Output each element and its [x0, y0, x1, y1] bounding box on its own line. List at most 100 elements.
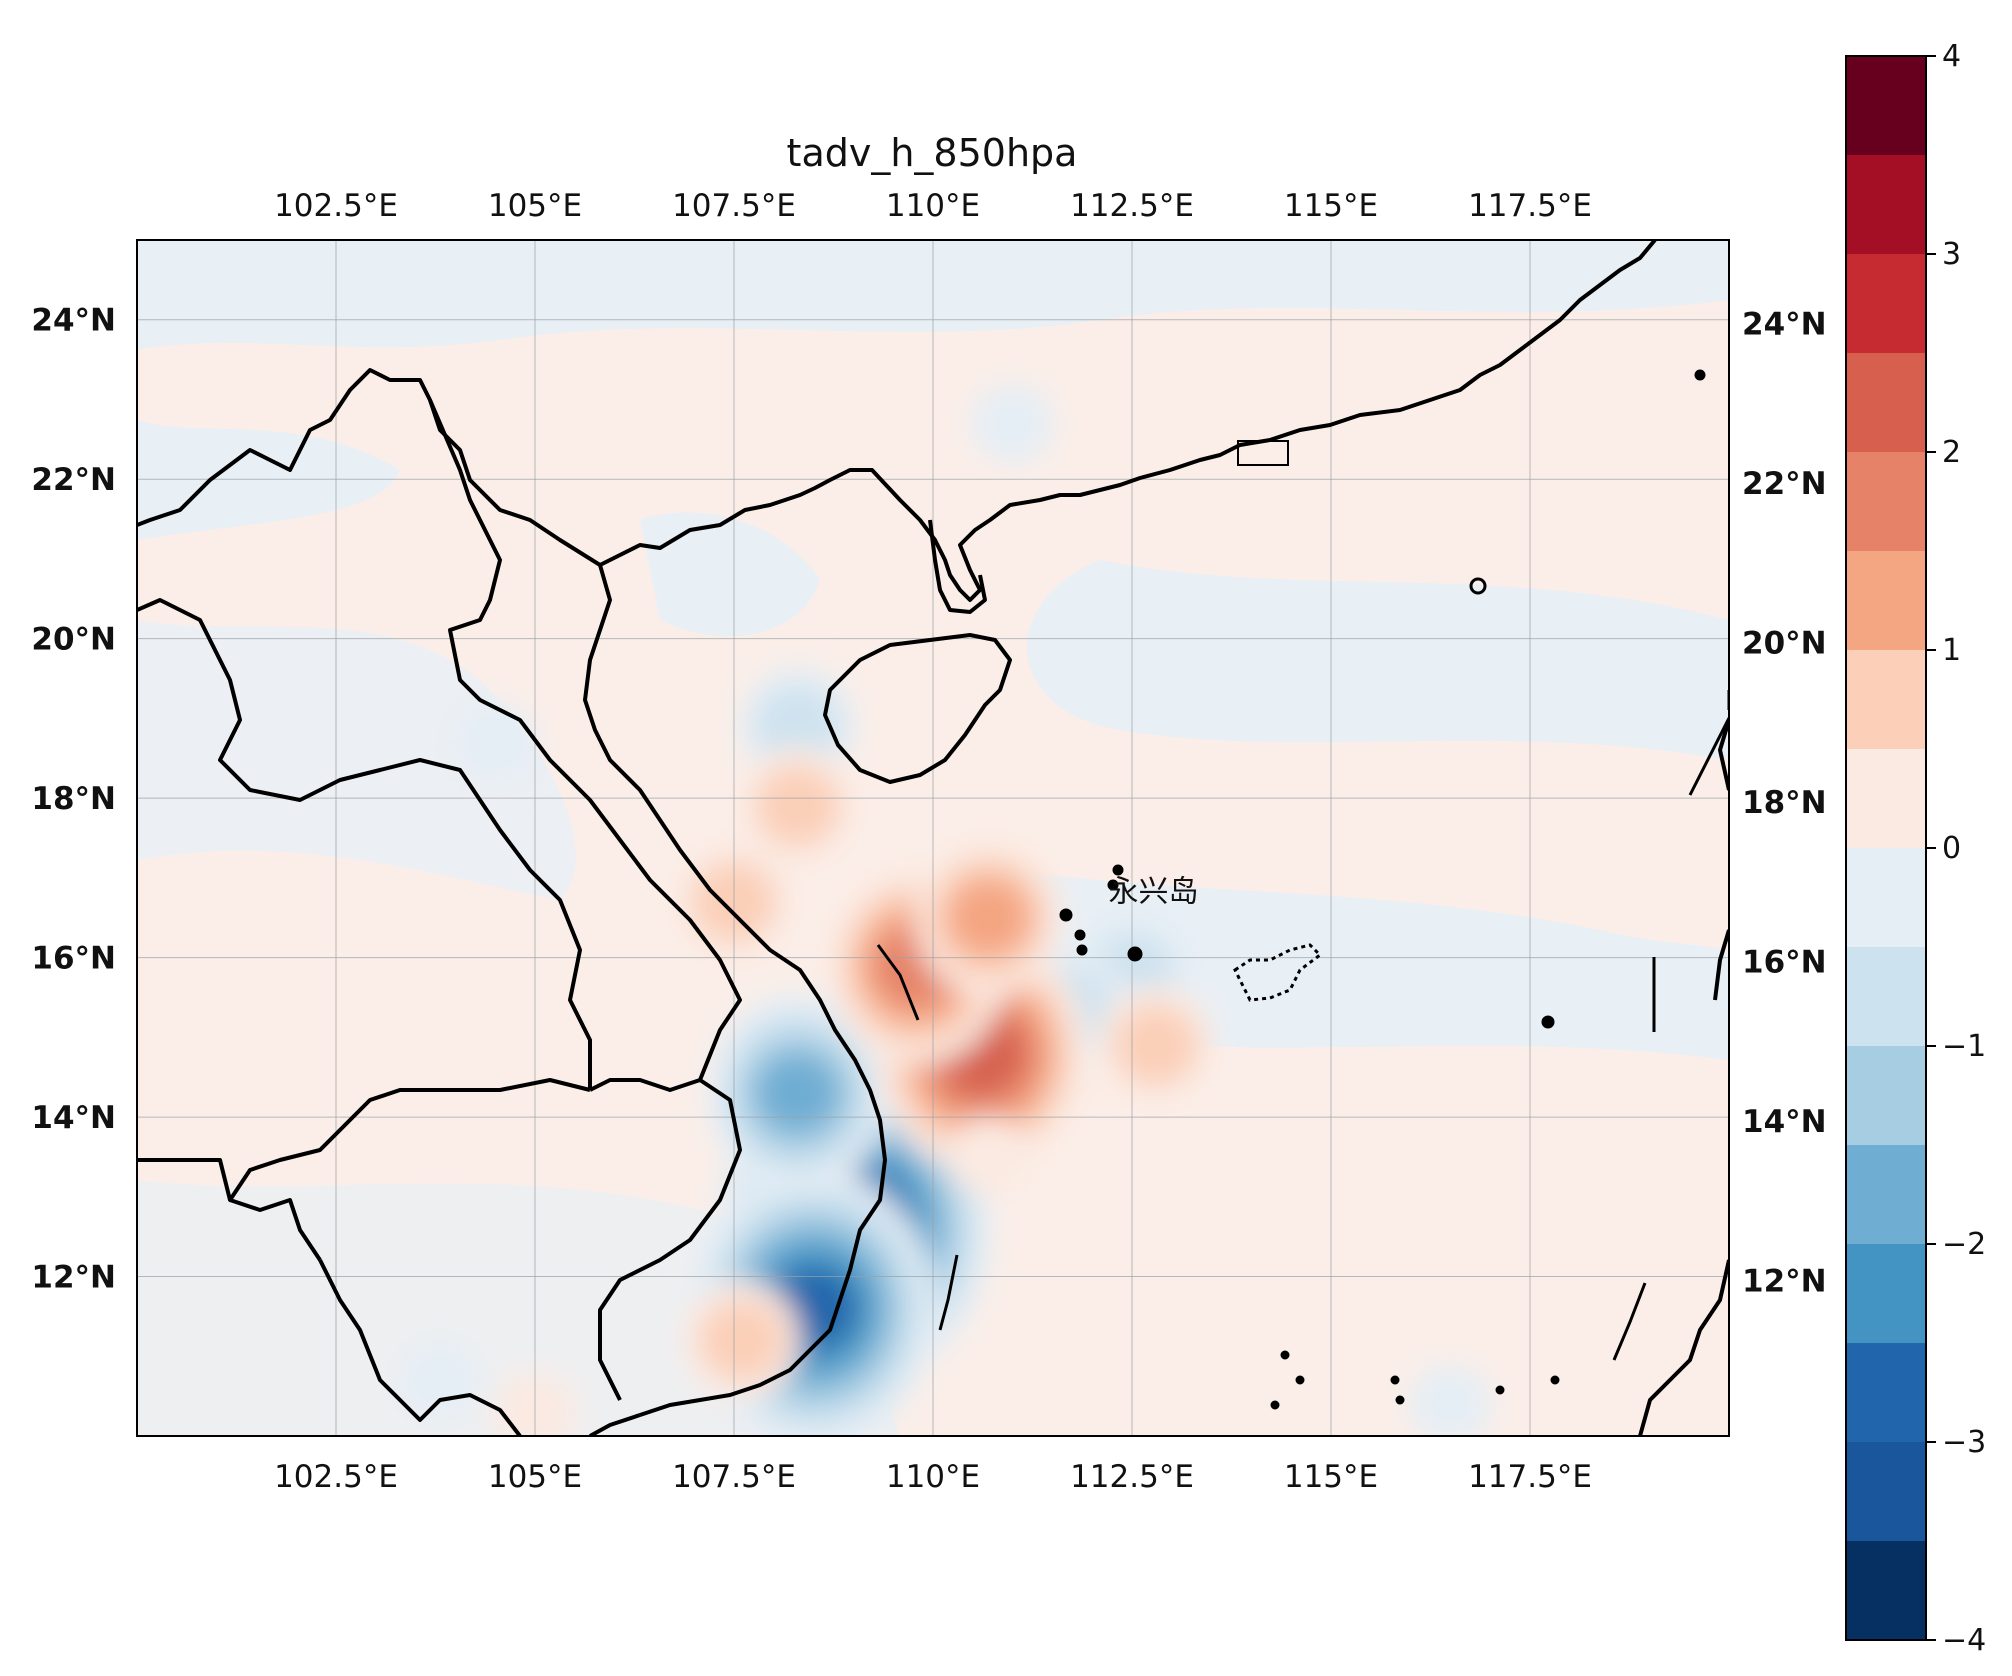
lon-tick-bottom-4: 112.5°E	[1070, 1459, 1194, 1495]
lat-tick-left-0: 12°N	[31, 1260, 116, 1296]
border-cambodia-laos	[589, 1078, 701, 1092]
weak-cold-band-east	[1027, 560, 1729, 760]
nine-dash-segments	[876, 690, 1729, 1361]
lon-tick-top-4: 112.5°E	[1070, 188, 1194, 224]
plot-title: tadv_h_850hpa	[787, 131, 1078, 175]
colorbar: 4 3 2 1 0 −1 −2 −3 −4	[1845, 39, 1986, 1658]
colorbar-segment-2	[1846, 254, 1926, 354]
weak-cold-band-west	[137, 420, 400, 540]
lat-tick-left-6: 24°N	[31, 303, 116, 339]
gridlines	[137, 240, 1729, 1436]
lat-tick-right-2: 16°N	[1742, 945, 1827, 981]
coastline-china-south	[599, 240, 1657, 602]
colorbar-ticks: 4 3 2 1 0 −1 −2 −3 −4	[1926, 39, 1986, 1658]
anomaly-layer	[397, 383, 1493, 1436]
colorbar-tick-1: 3	[1942, 237, 1961, 272]
colorbar-segment-12	[1846, 1244, 1926, 1344]
colorbar-segment-14	[1846, 1442, 1926, 1542]
colorbar-segments	[1846, 56, 1926, 1641]
anomaly-9-level-2	[755, 766, 840, 847]
anomaly-8-level-3	[946, 877, 1031, 958]
lon-tick-bottom-2: 107.5°E	[672, 1459, 796, 1495]
colorbar-tick-6: −2	[1942, 1227, 1986, 1262]
lon-tick-bottom-5: 115°E	[1284, 1459, 1378, 1495]
colorbar-tick-8: −4	[1942, 1623, 1986, 1658]
coastline-thailand-gulf	[229, 1198, 322, 1262]
coastline-philippines	[1638, 929, 1729, 1436]
colorbar-segment-5	[1846, 551, 1926, 651]
border-laos-thailand	[137, 598, 592, 1090]
anomaly-17-level-1	[970, 383, 1055, 464]
colorbar-segment-3	[1846, 353, 1926, 453]
lat-tick-left-1: 14°N	[31, 1100, 116, 1136]
coastline-vietnam-gulf	[583, 564, 887, 1417]
anomaly-3-level-2	[755, 686, 840, 767]
lon-tick-top-1: 105°E	[488, 188, 582, 224]
lat-ticks-left: 12°N 14°N 16°N 18°N 20°N 22°N 24°N	[31, 303, 116, 1296]
colorbar-tick-2: 2	[1942, 435, 1961, 470]
colorbar-segment-10	[1846, 1046, 1926, 1146]
coastline-cambodia	[318, 1259, 641, 1436]
lon-tick-top-6: 117.5°E	[1468, 188, 1592, 224]
colorbar-segment-7	[1846, 749, 1926, 849]
anomaly-12-level-2	[699, 1300, 784, 1381]
colorbar-segment-4	[1846, 452, 1926, 552]
colorbar-segment-13	[1846, 1343, 1926, 1443]
lat-tick-left-3: 18°N	[31, 781, 116, 817]
coastline-hainan	[823, 633, 1012, 784]
lat-tick-right-6: 24°N	[1742, 307, 1827, 343]
lat-tick-left-5: 22°N	[31, 462, 116, 498]
lat-tick-right-4: 20°N	[1742, 626, 1827, 662]
lon-tick-top-2: 107.5°E	[672, 188, 796, 224]
place-label-yongxing-island: 永兴岛	[1108, 874, 1198, 909]
lat-tick-right-5: 22°N	[1742, 466, 1827, 502]
hongkong-box	[1237, 440, 1289, 466]
weak-cold-band-laos	[137, 620, 576, 900]
lon-tick-top-3: 110°E	[886, 188, 980, 224]
lat-tick-right-1: 14°N	[1742, 1104, 1827, 1140]
lat-tick-left-2: 16°N	[31, 941, 116, 977]
colorbar-tick-0: 4	[1942, 39, 1961, 74]
lat-tick-right-3: 18°N	[1742, 785, 1827, 821]
colorbar-tick-7: −3	[1942, 1425, 1986, 1460]
colorbar-segment-9	[1846, 947, 1926, 1047]
anomaly-16-level-1	[453, 702, 538, 783]
background-field	[137, 240, 1729, 1436]
colorbar-segment-6	[1846, 650, 1926, 750]
lon-tick-bottom-6: 117.5°E	[1468, 1459, 1592, 1495]
lon-ticks-bottom: 102.5°E 105°E 107.5°E 110°E 112.5°E 115°E 117.…	[274, 1459, 1592, 1495]
anomaly-11-level-2	[1113, 1005, 1198, 1086]
colorbar-tick-5: −1	[1942, 1029, 1986, 1064]
weak-cold-band-gulf	[640, 512, 820, 637]
coastline-taiwan-edge	[1718, 719, 1729, 791]
lon-tick-bottom-3: 110°E	[886, 1459, 980, 1495]
anomaly-2-level-4	[755, 1053, 840, 1134]
colorbar-segment-11	[1846, 1145, 1926, 1245]
coastlines	[137, 240, 1729, 1436]
colorbar-segment-8	[1846, 848, 1926, 948]
lon-tick-bottom-0: 102.5°E	[274, 1459, 398, 1495]
colorbar-segment-0	[1846, 56, 1926, 156]
lon-ticks-top: 102.5°E 105°E 107.5°E 110°E 112.5°E 115°E 117.…	[274, 188, 1592, 224]
map-panel: 永兴岛	[136, 239, 1730, 1437]
lat-ticks-right: 12°N 14°N 16°N 18°N 20°N 22°N 24°N	[1742, 307, 1827, 1300]
lon-tick-bottom-1: 105°E	[488, 1459, 582, 1495]
colorbar-segment-1	[1846, 155, 1926, 255]
colorbar-tick-4: 0	[1942, 831, 1961, 866]
lon-tick-top-0: 102.5°E	[274, 188, 398, 224]
map-frame	[136, 239, 1730, 1437]
lon-tick-top-5: 115°E	[1284, 188, 1378, 224]
anomaly-15-level-1	[397, 1340, 482, 1421]
lat-tick-left-4: 20°N	[31, 622, 116, 658]
border-laos-vietnam	[428, 399, 742, 1401]
colorbar-segment-15	[1846, 1541, 1926, 1641]
islands	[1059, 369, 1706, 1410]
anomaly-18-level-1	[1408, 1364, 1493, 1436]
lat-tick-right-0: 12°N	[1742, 1264, 1827, 1300]
anomaly-13-level-1	[946, 1116, 1031, 1197]
border-cambodia-thailand	[137, 1078, 591, 1202]
coastline-leizhou	[928, 519, 987, 614]
colorbar-tick-3: 1	[1942, 633, 1961, 668]
